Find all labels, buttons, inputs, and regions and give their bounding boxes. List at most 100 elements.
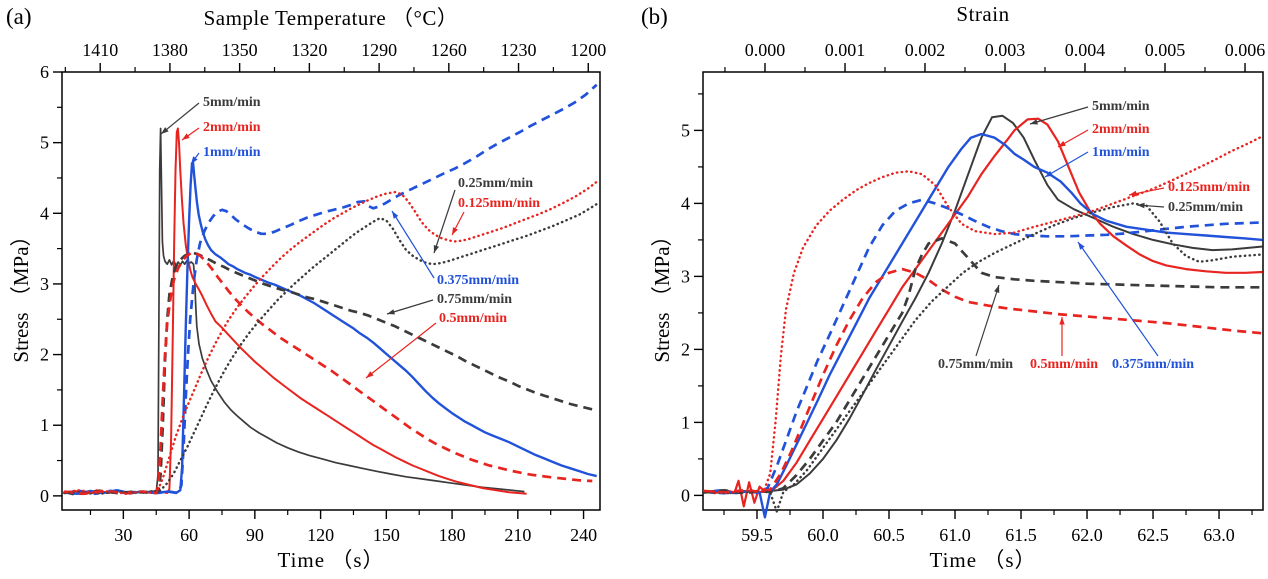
panel-b-top-axis-title: Strain bbox=[956, 2, 1010, 26]
x-tick-label: 120 bbox=[307, 525, 334, 545]
top-tick-label: 1230 bbox=[501, 40, 537, 60]
series-b-0.25mm/min bbox=[703, 202, 1264, 513]
panel-a-y-axis-title: Stress （MPa） bbox=[9, 225, 33, 363]
series-b-1mm/min bbox=[704, 132, 1263, 519]
annotation-0.75mm-min: 0.75mm/min bbox=[437, 292, 512, 307]
y-tick-label: 6 bbox=[40, 62, 49, 82]
x-tick-label: 62.5 bbox=[1137, 525, 1169, 545]
top-tick-label: 0.001 bbox=[825, 40, 866, 60]
series-b-0.75mm/min bbox=[704, 237, 1263, 495]
panel-a-label: (a) bbox=[6, 4, 32, 29]
annotation-2mm-min: 2mm/min bbox=[1092, 122, 1150, 137]
annotation-0.25mm-min: 0.25mm/min bbox=[458, 176, 533, 191]
top-tick-label: 1380 bbox=[152, 40, 188, 60]
annotation-arrowhead bbox=[1045, 170, 1053, 177]
y-tick-label: 0 bbox=[681, 485, 690, 505]
annotation-arrowhead bbox=[1058, 140, 1066, 147]
annotation-0.25mm-min: 0.25mm/min bbox=[1168, 200, 1243, 215]
annotation-arrowhead bbox=[387, 309, 395, 315]
x-tick-label: 61.5 bbox=[1005, 525, 1037, 545]
top-tick-label: 1410 bbox=[82, 40, 118, 60]
x-tick-label: 60.5 bbox=[873, 525, 905, 545]
series-a-2mm/min bbox=[64, 127, 527, 495]
series-a-0.25mm/min bbox=[63, 201, 601, 495]
x-tick-label: 63.0 bbox=[1203, 525, 1235, 545]
annotation-arrowhead bbox=[433, 245, 439, 253]
x-tick-label: 60 bbox=[180, 525, 198, 545]
top-tick-label: 0.006 bbox=[1225, 40, 1266, 60]
series-a-0.75mm/min bbox=[64, 251, 598, 496]
y-tick-label: 5 bbox=[40, 133, 49, 153]
annotation-1mm-min: 1mm/min bbox=[1092, 145, 1150, 160]
top-tick-label: 0.000 bbox=[745, 40, 786, 60]
series-a-0.125mm/min bbox=[63, 178, 601, 495]
annotation-0.375mm-min: 0.375mm/min bbox=[1112, 357, 1194, 372]
y-tick-label: 1 bbox=[681, 412, 690, 432]
annotation-arrowhead bbox=[452, 227, 458, 235]
annotation-arrowhead bbox=[161, 127, 169, 134]
top-tick-label: 1320 bbox=[291, 40, 327, 60]
annotation-arrowhead bbox=[392, 211, 399, 219]
annotation-5mm-min: 5mm/min bbox=[203, 95, 261, 110]
series-b-0.375mm/min bbox=[704, 198, 1263, 495]
top-tick-label: 1290 bbox=[361, 40, 397, 60]
x-tick-label: 30 bbox=[114, 525, 132, 545]
plot-frame-a bbox=[61, 71, 601, 511]
annotation-arrowhead bbox=[1129, 190, 1137, 197]
series-b-5mm/min bbox=[704, 114, 1263, 495]
annotation-arrowhead bbox=[1137, 202, 1145, 209]
top-tick-label: 0.005 bbox=[1145, 40, 1186, 60]
series-b-0.5mm/min bbox=[704, 267, 1263, 494]
panel-a-top-axis-title: Sample Temperature （°C） bbox=[203, 6, 459, 30]
x-tick-label: 210 bbox=[504, 525, 531, 545]
y-tick-label: 4 bbox=[681, 193, 690, 213]
top-tick-label: 0.004 bbox=[1065, 40, 1106, 60]
top-tick-label: 1350 bbox=[222, 40, 258, 60]
panel-a: 30 60 90 120 150 180 210 240 0 1 2 3 4 5 6 1410 1380 1350… bbox=[40, 40, 606, 545]
annotation-0.5mm-min: 0.5mm/min bbox=[1030, 357, 1098, 372]
y-tick-label: 2 bbox=[40, 345, 49, 365]
top-tick-label: 0.002 bbox=[905, 40, 946, 60]
x-tick-label: 180 bbox=[439, 525, 466, 545]
x-tick-label: 61.0 bbox=[939, 525, 971, 545]
x-tick-label: 90 bbox=[246, 525, 264, 545]
annotation-0.75mm-min: 0.75mm/min bbox=[938, 357, 1013, 372]
series-b-2mm/min bbox=[704, 117, 1263, 508]
annotation-0.5mm-min: 0.5mm/min bbox=[439, 311, 507, 326]
x-tick-label: 240 bbox=[570, 525, 597, 545]
panel-a-x-axis-title: Time （s） bbox=[277, 548, 385, 572]
series-a-1mm/min bbox=[64, 161, 597, 495]
top-tick-label: 1260 bbox=[431, 40, 467, 60]
panel-b-label: (b) bbox=[641, 4, 668, 29]
series-b-0.125mm/min bbox=[703, 135, 1264, 494]
series-a-0.5mm/min bbox=[64, 251, 593, 496]
y-tick-label: 5 bbox=[681, 120, 690, 140]
annotation-0.375mm-min: 0.375mm/min bbox=[437, 273, 519, 288]
x-tick-label: 150 bbox=[373, 525, 400, 545]
x-tick-label: 60.0 bbox=[807, 525, 839, 545]
plot-frame-b bbox=[702, 71, 1264, 511]
annotation-arrowhead bbox=[182, 133, 190, 140]
annotation-5mm-min: 5mm/min bbox=[1092, 99, 1150, 114]
x-tick-label: 62.0 bbox=[1071, 525, 1103, 545]
annotation-2mm-min: 2mm/min bbox=[203, 120, 261, 135]
panel-b: 59.5 60.0 60.5 61.0 61.5 62.0 62.5 63.0 0 1 2 3 4 5 0.… bbox=[681, 40, 1265, 545]
y-tick-label: 1 bbox=[40, 415, 49, 435]
y-tick-label: 3 bbox=[40, 274, 49, 294]
y-tick-label: 0 bbox=[40, 486, 49, 506]
top-tick-label: 0.003 bbox=[985, 40, 1026, 60]
annotation-1mm-min: 1mm/min bbox=[203, 145, 261, 160]
annotation-0.125mm-min: 0.125mm/min bbox=[1168, 180, 1250, 195]
annotation-0.125mm-min: 0.125mm/min bbox=[458, 196, 540, 211]
panel-b-y-axis-title: Stress （MPa） bbox=[650, 225, 674, 363]
annotation-arrowhead bbox=[1059, 317, 1065, 325]
annotation-arrowhead bbox=[1078, 242, 1085, 250]
x-tick-label: 59.5 bbox=[741, 525, 773, 545]
annotation-arrowhead bbox=[994, 285, 1000, 293]
series-a-0.375mm/min bbox=[64, 83, 598, 496]
top-tick-label: 1200 bbox=[570, 40, 606, 60]
y-tick-label: 3 bbox=[681, 266, 690, 286]
y-tick-label: 2 bbox=[681, 339, 690, 359]
